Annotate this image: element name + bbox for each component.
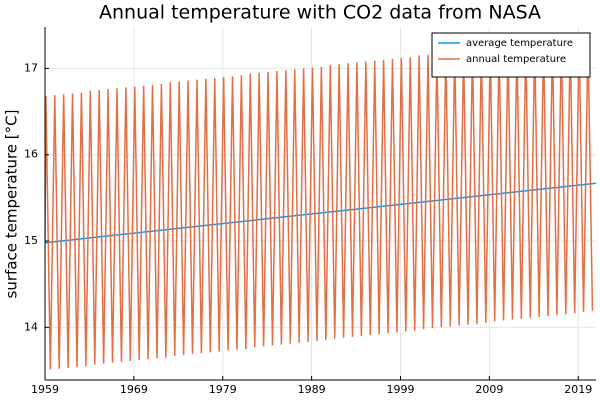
legend-box [431, 32, 591, 78]
legend-label: annual temperature [466, 54, 566, 65]
y-tick-label: 14 [24, 320, 38, 333]
x-tick-label: 1959 [31, 383, 59, 396]
series-line [45, 37, 594, 370]
legend-label: average temperature [466, 38, 573, 49]
y-axis-label: surface temperature [°C] [3, 110, 21, 299]
x-tick-label: 1969 [120, 383, 148, 396]
x-tick-label: 1999 [386, 383, 414, 396]
legend: average temperature annual temperature [431, 32, 591, 78]
x-tick-label: 1989 [298, 383, 326, 396]
x-tick-label: 2009 [475, 383, 503, 396]
x-tick-label: 2019 [564, 383, 592, 396]
x-tick-label: 1979 [209, 383, 237, 396]
plot-area [45, 37, 596, 370]
y-tick-label: 15 [24, 234, 38, 247]
y-tick-label: 17 [24, 61, 38, 74]
y-tick-label: 16 [24, 148, 38, 161]
chart-title: Annual temperature with CO2 data from NA… [99, 2, 541, 24]
